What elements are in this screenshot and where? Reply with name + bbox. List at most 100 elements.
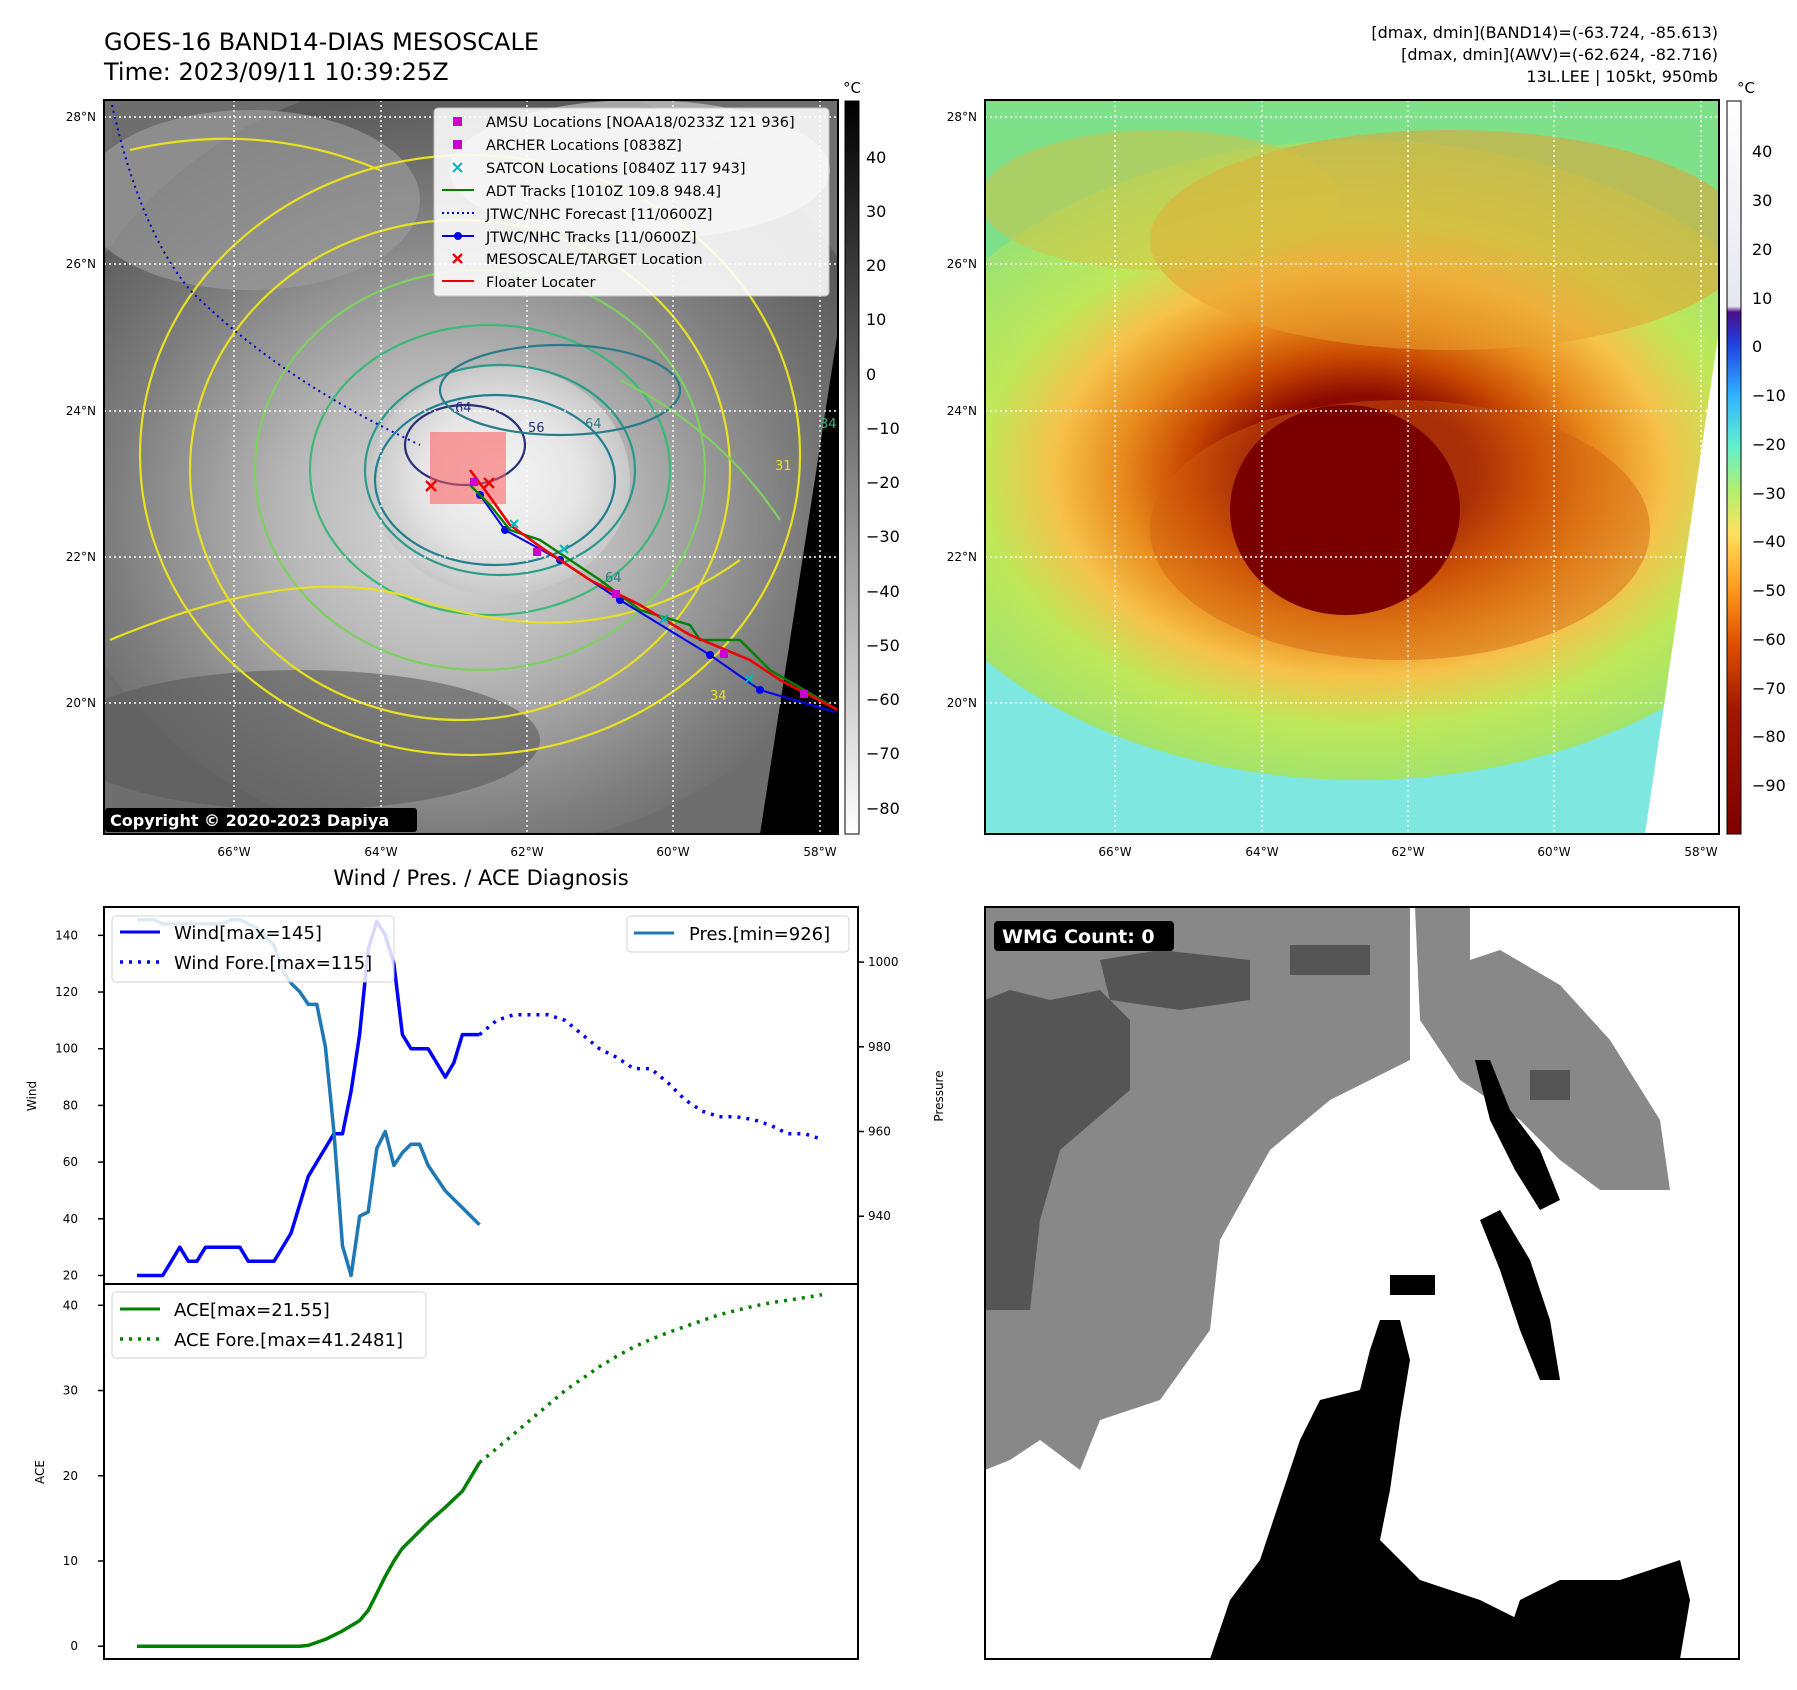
figure-title-line1: GOES-16 BAND14-DIAS MESOSCALE — [104, 28, 539, 56]
ace-ytick-label: 0 — [70, 1639, 78, 1653]
contour-label-64c: 64 — [605, 571, 622, 586]
cbc-tick-m40: −40 — [1752, 532, 1786, 551]
map1-lon-64: 64°W — [364, 845, 397, 859]
colorbar-gray — [844, 100, 860, 835]
legend-floater-label: Floater Locater — [486, 275, 595, 291]
pressure-legend: Pres.[min=926] — [626, 915, 850, 953]
cbg-tick-30: 30 — [866, 202, 886, 221]
contour-label-34a: 34 — [820, 417, 837, 432]
map1-lon-labels: 66°W 64°W 62°W 60°W 58°W — [217, 845, 836, 859]
map2-lon-62: 62°W — [1391, 845, 1424, 859]
legend-tracks-dot-icon — [454, 232, 462, 240]
stats-line2: [dmax, dmin](AWV)=(-62.624, -82.716) — [1401, 45, 1718, 64]
wind-forecast-line — [478, 1012, 823, 1142]
ir-color-map — [985, 100, 1719, 834]
cbg-tick-m60: −60 — [866, 690, 900, 709]
cbc-tick-m20: −20 — [1752, 435, 1786, 454]
map1-lat-20: 20°N — [66, 696, 96, 710]
wmg-darkgray-top — [1100, 950, 1250, 1010]
wind-ytick-label: 100 — [55, 1042, 78, 1056]
wmg-gray-strip — [1470, 950, 1670, 1190]
map1-lat-24: 24°N — [66, 404, 96, 418]
map2-lat-labels: 28°N 26°N 24°N 22°N 20°N — [947, 110, 977, 710]
map2-gridlines — [985, 100, 1719, 834]
map1-lat-26: 26°N — [66, 257, 96, 271]
cbg-tick-10: 10 — [866, 310, 886, 329]
stats-line3: 13L.LEE | 105kt, 950mb — [1526, 67, 1718, 86]
wind-ytick-label: 140 — [55, 928, 78, 942]
cbg-tick-m50: −50 — [866, 636, 900, 655]
ace-line — [137, 1461, 482, 1648]
wmg-count-badge — [994, 921, 1174, 951]
wind-line — [137, 919, 480, 1278]
ace-forecast-line — [478, 1292, 823, 1464]
ace-yticks: 0 10 20 30 40 — [63, 1298, 104, 1653]
colorbar-color-ticks: 40 30 20 10 0 −10 −20 −30 −40 −50 −60 −7… — [1752, 142, 1786, 795]
legend-target-label: MESOSCALE/TARGET Location — [486, 252, 703, 268]
legend-satcon-x-icon — [452, 162, 463, 173]
map2-lon-58: 58°W — [1684, 845, 1717, 859]
wind-yticks: 20 40 60 80 100 120 140 — [55, 928, 104, 1282]
map2-lat-24: 24°N — [947, 404, 977, 418]
jtwc-forecast-track — [111, 104, 421, 446]
cbc-tick-m80: −80 — [1752, 727, 1786, 746]
wind-ytick-label: 120 — [55, 985, 78, 999]
wmg-darkgray-small1 — [1290, 945, 1370, 975]
cbg-tick-m20: −20 — [866, 473, 900, 492]
cbg-tick-m40: −40 — [866, 582, 900, 601]
wind-ytick-label: 80 — [63, 1098, 78, 1112]
cbg-tick-m70: −70 — [866, 744, 900, 763]
map1-lat-labels: 28°N 26°N 24°N 22°N 20°N — [66, 110, 96, 710]
colorbar-color-unit: °C — [1737, 79, 1755, 97]
ace-ytick-label: 10 — [63, 1554, 78, 1568]
legend-adt-label: ADT Tracks [1010Z 109.8 948.4] — [486, 184, 721, 200]
wmg-black-left — [1210, 1600, 1280, 1659]
copyright-badge — [105, 808, 417, 832]
wmg-black-region-main — [1210, 1320, 1520, 1659]
wmg-darkgray-small2 — [1530, 1070, 1570, 1100]
pressure-ytick-label: 1000 — [868, 955, 899, 969]
stats-line1: [dmax, dmin](BAND14)=(-63.724, -85.613) — [1371, 23, 1718, 42]
cbc-tick-40: 40 — [1752, 142, 1772, 161]
map1-lat-22: 22°N — [66, 550, 96, 564]
wind-legend-label: Wind[max=145] — [174, 923, 322, 944]
map1-lon-58: 58°W — [803, 845, 836, 859]
ace-ytick-label: 30 — [63, 1384, 78, 1398]
cbc-tick-10: 10 — [1752, 289, 1772, 308]
amsu-archer-markers — [470, 478, 808, 698]
map1-lat-28: 28°N — [66, 110, 96, 124]
wmg-gray-arc — [1415, 907, 1660, 1190]
pressure-ytick-label: 960 — [868, 1125, 891, 1139]
target-x-markers — [425, 477, 495, 492]
cbg-tick-m10: −10 — [866, 419, 900, 438]
cbc-tick-m10: −10 — [1752, 386, 1786, 405]
cbc-tick-m50: −50 — [1752, 581, 1786, 600]
cbc-tick-m30: −30 — [1752, 484, 1786, 503]
wind-ylabel: Wind — [25, 1081, 39, 1111]
wind-fore-legend-label: Wind Fore.[max=115] — [174, 953, 372, 974]
cbg-tick-m30: −30 — [866, 527, 900, 546]
ace-ytick-label: 20 — [63, 1469, 78, 1483]
ace-legend: ACE[max=21.55] ACE Fore.[max=41.2481] — [111, 1291, 427, 1359]
pressure-ytick-label: 940 — [868, 1209, 891, 1223]
map2-lon-66: 66°W — [1098, 845, 1131, 859]
map2-lat-20: 20°N — [947, 696, 977, 710]
cbc-tick-m70: −70 — [1752, 679, 1786, 698]
pressure-ylabel: Pressure — [932, 1070, 946, 1121]
map2-lon-labels: 66°W 64°W 62°W 60°W 58°W — [1098, 845, 1717, 859]
pressure-yticks: 940 960 980 1000 — [858, 955, 899, 1223]
ace-legend-label: ACE[max=21.55] — [174, 1300, 330, 1321]
cbc-tick-m60: −60 — [1752, 630, 1786, 649]
colorbar-gray-unit: °C — [843, 79, 861, 97]
map1-frame — [103, 99, 839, 835]
map2-lat-26: 26°N — [947, 257, 977, 271]
ace-chart: ACE 0 10 20 30 40 — [33, 1283, 859, 1660]
legend-satcon-label: SATCON Locations [0840Z 117 943] — [486, 161, 745, 177]
legend-tracks-label: JTWC/NHC Tracks [11/0600Z] — [485, 230, 697, 246]
colorbar-color — [1726, 100, 1742, 835]
legend-forecast-label: JTWC/NHC Forecast [11/0600Z] — [485, 207, 712, 223]
legend-archer-label: ARCHER Locations [0838Z] — [486, 138, 682, 154]
map1-lon-60: 60°W — [656, 845, 689, 859]
pressure-legend-label: Pres.[min=926] — [689, 924, 830, 945]
floater-target-box — [430, 432, 506, 504]
